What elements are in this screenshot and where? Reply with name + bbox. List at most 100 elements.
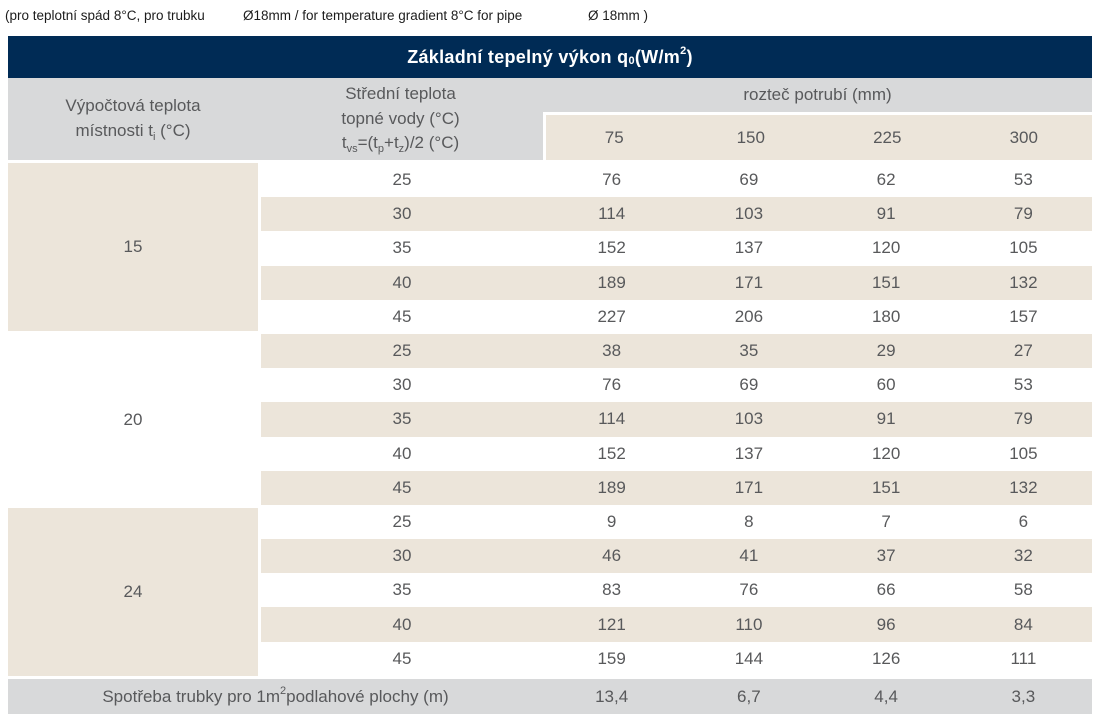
q0-value-cell: 37 — [876, 546, 896, 566]
q0-value-cell: 157 — [1009, 306, 1038, 326]
q0-value-cell: 53 — [1013, 170, 1033, 190]
q0-value-cell: 6 — [1018, 511, 1029, 531]
pipe-consumption-value: 3,3 — [1011, 686, 1036, 706]
q0-value-cell: 105 — [1009, 443, 1038, 463]
q0-value-cell: 76 — [602, 170, 622, 190]
q0-value-cell: 110 — [735, 614, 763, 634]
water-temp-cell: 30 — [392, 204, 412, 224]
header-divider — [543, 112, 1092, 115]
q0-value-cell: 84 — [1013, 614, 1033, 634]
q0-value-cell: 9 — [606, 511, 617, 531]
q0-value-cell: 91 — [876, 204, 896, 224]
title-close-paren: ) — [686, 46, 693, 67]
room-temp-subscript: i — [152, 131, 156, 143]
footer-label-superscript: 2 — [280, 684, 287, 697]
header-water-temp-formula: tvs=(tp+tz)/2 (°C) — [258, 131, 543, 156]
q0-value-cell: 53 — [1013, 375, 1033, 395]
table-row: 25 9 8 7 6 — [261, 504, 1092, 540]
formula-eq: =(t — [357, 133, 378, 153]
water-temp-cell: 35 — [392, 238, 412, 258]
q0-value-cell: 96 — [876, 614, 896, 634]
q0-value-cell: 79 — [1013, 204, 1033, 224]
pipe-consumption-value: 6,7 — [737, 686, 761, 706]
data-rows: 25 76 69 62 53 30 114 103 91 79 35 152 1… — [261, 163, 1092, 676]
footer-label-units: podlahové plochy (m) — [286, 686, 449, 706]
water-temp-cell: 40 — [392, 443, 412, 463]
table-footer: Spotřeba trubky pro 1m 2 podlahové plochy… — [8, 679, 1092, 714]
table-row: 30 76 69 60 53 — [261, 368, 1092, 403]
spacing-col-300: 300 — [1009, 127, 1038, 147]
room-temp-cell-24: 24 — [8, 505, 258, 676]
table-row: 40 152 137 120 105 — [261, 436, 1092, 471]
formula-sub-vs: vs — [346, 143, 358, 156]
title-units: (W/m — [634, 46, 681, 67]
q0-value-cell: 60 — [876, 375, 896, 395]
header-room-temp-line2: místnosti ti (°C) — [8, 119, 258, 144]
table-row: 30 46 41 37 32 — [261, 539, 1092, 574]
header-pipe-spacing-values: 75 150 225 300 — [546, 115, 1092, 160]
water-temp-cell: 45 — [392, 306, 412, 326]
q0-value-cell: 76 — [602, 375, 622, 395]
q0-value-cell: 137 — [734, 443, 764, 463]
table-row: 35 114 103 91 79 — [261, 402, 1092, 437]
q0-value-cell: 69 — [739, 375, 759, 395]
q0-value-cell: 79 — [1013, 409, 1033, 429]
water-temp-cell: 35 — [392, 409, 412, 429]
room-temp-column: 15 20 24 — [8, 163, 258, 676]
q0-value-cell: 144 — [734, 648, 764, 668]
caption-czech: (pro teplotní spád 8°C, pro trubku — [5, 8, 205, 23]
q0-value-cell: 152 — [597, 443, 626, 463]
q0-value-cell: 46 — [602, 546, 622, 566]
table-row: 45 159 144 126 111 — [261, 641, 1092, 676]
formula-sub-z: z — [398, 143, 405, 156]
water-temp-cell: 30 — [392, 546, 412, 566]
q0-value-cell: 120 — [871, 443, 901, 463]
table-row: 25 76 69 62 53 — [261, 163, 1092, 198]
q0-value-cell: 62 — [876, 170, 896, 190]
spacing-col-150: 150 — [736, 127, 765, 147]
formula-plus: +t — [384, 133, 399, 153]
room-temp-symbol: místnosti t — [75, 121, 153, 140]
q0-value-cell: 58 — [1013, 580, 1033, 600]
q0-value-cell: 151 — [871, 272, 901, 292]
q0-value-cell: 8 — [744, 511, 754, 531]
water-temp-cell: 30 — [392, 375, 412, 395]
q0-value-cell: 83 — [602, 580, 622, 600]
q0-value-cell: 152 — [597, 238, 626, 258]
table-row: 40 189 171 151 132 — [261, 265, 1092, 300]
q0-value-cell: 103 — [734, 409, 764, 429]
header-body-divider — [8, 160, 1092, 163]
q0-value-cell: 120 — [871, 238, 901, 258]
table-title: Základní tepelný výkon q — [407, 46, 629, 67]
table-caption: (pro teplotní spád 8°C, pro trubku Ø18mm… — [0, 8, 1100, 30]
header-room-temperature: Výpočtová teplota místnosti ti (°C) — [8, 78, 258, 160]
water-temp-cell: 25 — [392, 170, 412, 190]
room-temp-cell-20: 20 — [8, 334, 258, 505]
table-header: Výpočtová teplota místnosti ti (°C) Stře… — [8, 78, 1092, 160]
pipe-consumption-label: Spotřeba trubky pro 1m 2 podlahové plochy… — [8, 679, 543, 714]
q0-value-cell: 105 — [1009, 238, 1038, 258]
q0-value-cell: 91 — [876, 409, 896, 429]
water-temp-cell: 35 — [392, 580, 412, 600]
formula-tail: )/2 (°C) — [404, 133, 460, 153]
spacing-col-225: 225 — [873, 127, 902, 147]
caption-diameter-english: Ø 18mm ) — [588, 8, 649, 23]
q0-value-cell: 29 — [876, 341, 896, 361]
column-divider — [258, 163, 261, 676]
pipe-consumption-value: 4,4 — [874, 686, 898, 706]
header-pipe-spacing-group: rozteč potrubí (mm) 75 150 225 300 — [543, 78, 1092, 160]
q0-value-cell: 27 — [1013, 341, 1033, 361]
q0-value-cell: 121 — [597, 614, 626, 634]
room-temp-cell-15: 15 — [8, 163, 258, 334]
q0-value-cell: 132 — [1009, 272, 1038, 292]
table-row: 30 114 103 91 79 — [261, 197, 1092, 232]
body-footer-divider — [8, 676, 1092, 679]
q0-value-cell: 32 — [1013, 546, 1033, 566]
water-temp-cell: 45 — [392, 477, 412, 497]
header-pipe-spacing-title: rozteč potrubí (mm) — [543, 78, 1092, 112]
q0-value-cell: 35 — [739, 341, 759, 361]
title-subscript: 0 — [628, 55, 635, 67]
footer-label-text: Spotřeba trubky pro 1m — [102, 686, 280, 706]
